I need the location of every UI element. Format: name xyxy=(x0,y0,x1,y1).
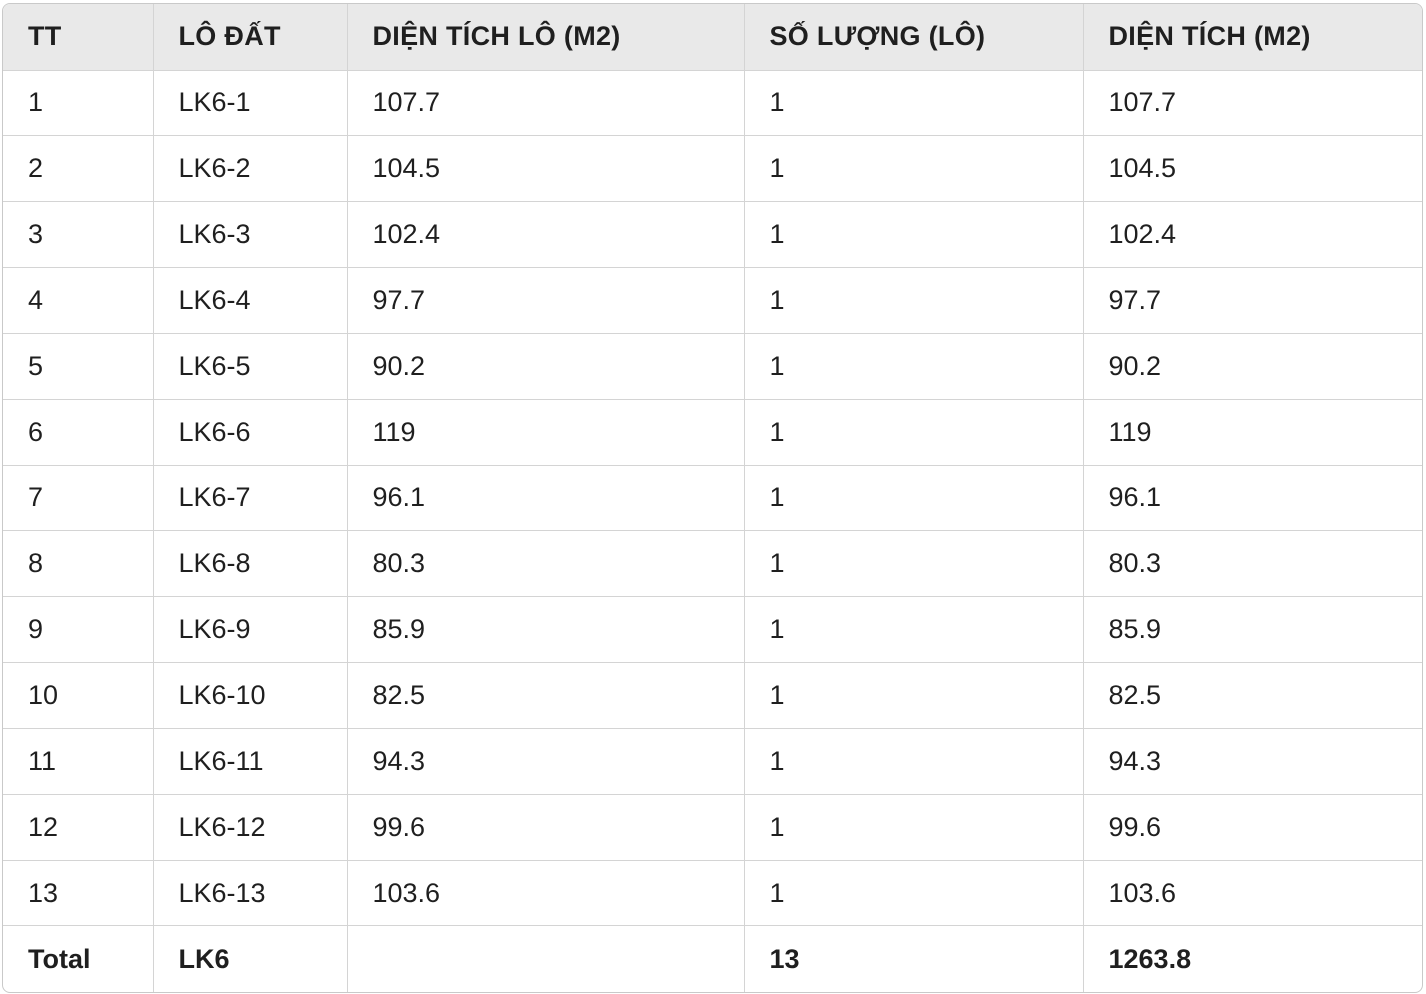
cell-tt: 12 xyxy=(3,794,154,861)
table-row: 9 LK6-9 85.9 1 85.9 xyxy=(3,596,1422,664)
cell-tt: 6 xyxy=(3,399,154,466)
table-row: 13 LK6-13 103.6 1 103.6 xyxy=(3,860,1422,927)
header-lo-dat: LÔ ĐẤT xyxy=(153,4,348,71)
cell-tt: 7 xyxy=(3,465,154,532)
cell-dien-tich-lo: 85.9 xyxy=(347,596,745,664)
header-dien-tich: DIỆN TÍCH (M2) xyxy=(1083,4,1422,71)
cell-tt: 3 xyxy=(3,201,154,269)
cell-lo-dat: LK6-4 xyxy=(153,267,348,334)
table-row: 2 LK6-2 104.5 1 104.5 xyxy=(3,135,1422,203)
table-row: 11 LK6-11 94.3 1 94.3 xyxy=(3,728,1422,795)
table-row: 5 LK6-5 90.2 1 90.2 xyxy=(3,333,1422,400)
cell-dien-tich-lo: 90.2 xyxy=(347,333,745,400)
cell-dien-tich-lo: 82.5 xyxy=(347,662,745,729)
cell-so-luong: 1 xyxy=(744,860,1084,927)
cell-dien-tich-lo: 119 xyxy=(347,399,745,466)
total-cell-dien-tich: 1263.8 xyxy=(1108,943,1192,974)
cell-dien-tich-lo: 103.6 xyxy=(347,860,745,927)
cell-so-luong: 1 xyxy=(744,70,1084,137)
cell-dien-tich-lo: 104.5 xyxy=(347,135,745,203)
cell-so-luong: 1 xyxy=(744,596,1084,664)
header-row: TT LÔ ĐẤT DIỆN TÍCH LÔ (M2) SỐ LƯỢNG (LÔ) DI… xyxy=(3,4,1422,71)
cell-so-luong: 1 xyxy=(744,135,1084,203)
header-tt: TT xyxy=(3,4,154,71)
cell-lo-dat: LK6-13 xyxy=(153,860,348,927)
cell-tt: 8 xyxy=(3,530,154,598)
cell-lo-dat: LK6-5 xyxy=(153,333,348,400)
total-cell-lo-dat: LK6 xyxy=(153,925,348,992)
cell-dien-tich: 104.5 xyxy=(1083,135,1422,203)
table-row: 6 LK6-6 119 1 119 xyxy=(3,399,1422,466)
cell-dien-tich: 90.2 xyxy=(1083,333,1422,400)
cell-lo-dat: LK6-10 xyxy=(153,662,348,729)
cell-dien-tich-lo: 102.4 xyxy=(347,201,745,269)
cell-dien-tich-lo: 94.3 xyxy=(347,728,745,795)
total-cell-tt: Total xyxy=(3,925,154,992)
table-body: 1 LK6-1 107.7 1 107.7 2 LK6-2 104.5 1 104.5 3 LK6-3… xyxy=(3,70,1422,992)
cell-lo-dat: LK6-9 xyxy=(153,596,348,664)
cell-dien-tich: 102.4 xyxy=(1083,201,1422,269)
cell-lo-dat: LK6-1 xyxy=(153,70,348,137)
cell-dien-tich: 97.7 xyxy=(1083,267,1422,334)
table-header: TT LÔ ĐẤT DIỆN TÍCH LÔ (M2) SỐ LƯỢNG (LÔ) DI… xyxy=(3,4,1422,71)
cell-tt: 1 xyxy=(3,70,154,137)
table-row: 12 LK6-12 99.6 1 99.6 xyxy=(3,794,1422,861)
cell-dien-tich: 96.1 xyxy=(1083,465,1422,532)
cell-tt: 4 xyxy=(3,267,154,334)
cell-dien-tich: 80.3 xyxy=(1083,530,1422,598)
cell-dien-tich-lo: 80.3 xyxy=(347,530,745,598)
cell-dien-tich-lo: 99.6 xyxy=(347,794,745,861)
cell-so-luong: 1 xyxy=(744,794,1084,861)
cell-tt: 5 xyxy=(3,333,154,400)
cell-lo-dat: LK6-2 xyxy=(153,135,348,203)
cell-lo-dat: LK6-6 xyxy=(153,399,348,466)
cell-so-luong: 1 xyxy=(744,201,1084,269)
cell-tt: 13 xyxy=(3,860,154,927)
cell-dien-tich-lo: 96.1 xyxy=(347,465,745,532)
table-row: 8 LK6-8 80.3 1 80.3 xyxy=(3,530,1422,598)
data-table-container: TT LÔ ĐẤT DIỆN TÍCH LÔ (M2) SỐ LƯỢNG (LÔ) DI… xyxy=(2,3,1423,993)
cell-tt: 9 xyxy=(3,596,154,664)
cell-tt: 11 xyxy=(3,728,154,795)
cell-so-luong: 1 xyxy=(744,662,1084,729)
cell-lo-dat: LK6-11 xyxy=(153,728,348,795)
total-cell-so-luong: 13 xyxy=(744,925,1084,992)
total-cell-dien-tich-lo xyxy=(347,925,745,992)
cell-so-luong: 1 xyxy=(744,333,1084,400)
cell-so-luong: 1 xyxy=(744,728,1084,795)
table-row: 7 LK6-7 96.1 1 96.1 xyxy=(3,465,1422,532)
cell-dien-tich: 94.3 xyxy=(1083,728,1422,795)
header-so-luong: SỐ LƯỢNG (LÔ) xyxy=(744,4,1084,71)
table-row: 10 LK6-10 82.5 1 82.5 xyxy=(3,662,1422,729)
cell-lo-dat: LK6-8 xyxy=(153,530,348,598)
cell-dien-tich: 85.9 xyxy=(1083,596,1422,664)
cell-dien-tich: 103.6 xyxy=(1083,860,1422,927)
header-dien-tich-lo: DIỆN TÍCH LÔ (M2) xyxy=(347,4,745,71)
cell-dien-tich: 119 xyxy=(1083,399,1422,466)
table-row: 4 LK6-4 97.7 1 97.7 xyxy=(3,267,1422,334)
cell-so-luong: 1 xyxy=(744,465,1084,532)
cell-tt: 2 xyxy=(3,135,154,203)
cell-dien-tich-lo: 107.7 xyxy=(347,70,745,137)
cell-dien-tich: 99.6 xyxy=(1083,794,1422,861)
cell-so-luong: 1 xyxy=(744,530,1084,598)
cell-lo-dat: LK6-3 xyxy=(153,201,348,269)
total-row: Total LK6 13 1263.8 xyxy=(3,925,1422,992)
cell-dien-tich-lo: 97.7 xyxy=(347,267,745,334)
cell-lo-dat: LK6-12 xyxy=(153,794,348,861)
table-row: 3 LK6-3 102.4 1 102.4 xyxy=(3,201,1422,269)
cell-dien-tich: 82.5 xyxy=(1083,662,1422,729)
cell-lo-dat: LK6-7 xyxy=(153,465,348,532)
cell-so-luong: 1 xyxy=(744,399,1084,466)
table-row: 1 LK6-1 107.7 1 107.7 xyxy=(3,70,1422,137)
land-lot-table: TT LÔ ĐẤT DIỆN TÍCH LÔ (M2) SỐ LƯỢNG (LÔ) DI… xyxy=(3,4,1422,992)
cell-dien-tich: 107.7 xyxy=(1083,70,1422,137)
cell-tt: 10 xyxy=(3,662,154,729)
cell-so-luong: 1 xyxy=(744,267,1084,334)
